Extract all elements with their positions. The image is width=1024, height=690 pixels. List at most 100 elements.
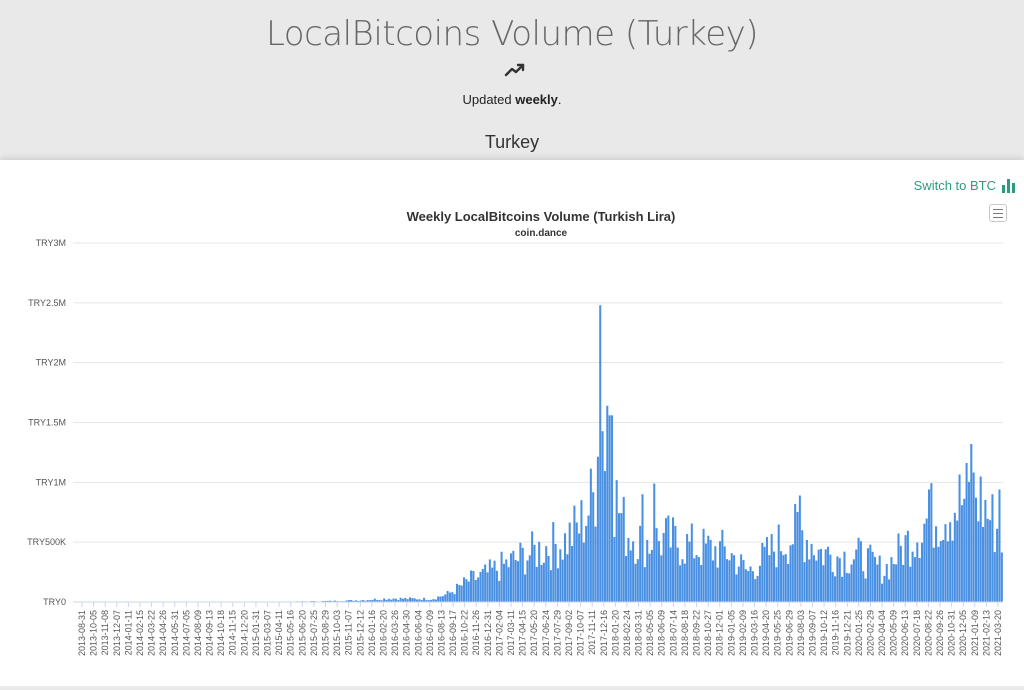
page-header: LocalBitcoins Volume (Turkey) Updated we… <box>0 0 1024 160</box>
volume-bar <box>873 556 877 602</box>
x-tick-label: 2018-12-01 <box>715 610 725 656</box>
volume-bar <box>822 565 825 602</box>
x-tick-label: 2014-01-11 <box>123 610 133 655</box>
volume-bar <box>831 572 834 602</box>
update-frequency: Updated weekly. <box>0 92 1024 107</box>
volume-bar <box>662 532 665 602</box>
x-tick-label: 2014-09-13 <box>205 610 215 656</box>
volume-bar <box>603 471 606 602</box>
volume-bar <box>524 574 527 602</box>
volume-bar <box>571 546 574 602</box>
volume-bar <box>982 526 985 602</box>
volume-bar <box>622 496 625 602</box>
volume-bar <box>674 525 677 602</box>
volume-bar <box>801 530 804 602</box>
volume-bar <box>627 537 630 602</box>
volume-bar <box>986 518 989 602</box>
volume-bar <box>716 567 719 602</box>
volume-bar <box>329 600 332 602</box>
volume-bar <box>554 544 557 602</box>
x-tick-label: 2019-10-12 <box>819 610 829 656</box>
volume-bar <box>606 405 609 602</box>
volume-bar <box>488 559 491 602</box>
volume-bar <box>540 564 543 602</box>
volume-bar <box>904 535 907 602</box>
x-tick-label: 2018-03-31 <box>634 610 644 656</box>
x-tick-label: 2014-03-22 <box>147 610 157 656</box>
volume-bar <box>763 546 766 602</box>
volume-bar <box>709 539 712 602</box>
volume-bar <box>721 529 724 602</box>
volume-chart: Weekly LocalBitcoins Volume (Turkish Lir… <box>27 209 1003 656</box>
volume-bar <box>977 521 980 602</box>
volume-bar <box>538 541 541 602</box>
x-tick-label: 2019-12-21 <box>842 610 852 656</box>
volume-bar <box>747 571 750 602</box>
volume-bar <box>991 494 994 602</box>
volume-bar <box>486 572 489 602</box>
x-tick-label: 2014-11-15 <box>228 610 238 655</box>
volume-bar <box>744 569 747 602</box>
volume-bar <box>519 542 522 602</box>
volume-bar <box>399 597 402 602</box>
volume-bar <box>599 305 602 602</box>
y-tick-label: TRY2M <box>36 358 66 368</box>
volume-bar <box>815 560 818 602</box>
volume-bar <box>418 599 421 602</box>
volume-bar <box>345 600 348 602</box>
volume-bar <box>481 569 484 602</box>
x-tick-label: 2015-01-31 <box>251 610 261 656</box>
x-tick-label: 2019-01-05 <box>726 610 736 656</box>
x-tick-label: 2020-09-26 <box>935 610 945 656</box>
x-tick-label: 2020-04-04 <box>877 610 887 656</box>
volume-bar <box>380 600 383 602</box>
volume-bar <box>829 554 832 602</box>
volume-bar <box>951 540 954 602</box>
volume-bar <box>707 535 710 602</box>
volume-bar <box>460 585 463 602</box>
x-tick-label: 2015-06-20 <box>297 610 307 656</box>
x-tick-label: 2020-07-18 <box>912 610 922 656</box>
volume-bar <box>556 568 559 602</box>
volume-bar <box>618 513 621 602</box>
volume-bar <box>700 564 703 602</box>
volume-bar <box>589 468 592 602</box>
switch-to-btc-link[interactable]: Switch to BTC <box>914 178 1016 193</box>
volume-bar <box>942 540 945 602</box>
volume-bar <box>794 503 797 602</box>
volume-bar <box>394 598 397 602</box>
volume-bar <box>526 560 529 602</box>
volume-bar <box>935 526 938 602</box>
volume-bar <box>542 562 545 602</box>
x-tick-label: 2014-04-26 <box>158 610 168 656</box>
x-tick-label: 2018-01-20 <box>610 610 620 656</box>
volume-bar <box>979 476 982 602</box>
volume-bar <box>845 572 848 602</box>
volume-bar <box>620 513 623 602</box>
volume-bar <box>897 533 900 602</box>
x-tick-label: 2017-12-16 <box>599 610 609 656</box>
volume-bar <box>347 600 350 602</box>
volume-bar <box>632 541 635 602</box>
page-title: LocalBitcoins Volume (Turkey) <box>265 14 759 54</box>
x-tick-label: 2015-08-29 <box>320 610 330 656</box>
volume-bar <box>923 523 926 602</box>
bar-chart-icon <box>1002 178 1015 193</box>
x-tick-label: 2019-08-03 <box>796 610 806 656</box>
switch-label: Switch to BTC <box>913 178 996 193</box>
volume-bar <box>918 557 921 602</box>
volume-bar <box>585 525 588 602</box>
volume-bar <box>906 530 909 602</box>
volume-bar <box>888 579 891 602</box>
volume-bar <box>812 555 815 602</box>
volume-bar <box>857 537 860 602</box>
volume-bar <box>784 554 787 602</box>
volume-bar <box>768 555 771 602</box>
x-tick-label: 2019-06-29 <box>784 610 794 656</box>
hamburger-menu-icon[interactable] <box>989 204 1007 222</box>
volume-bar <box>733 555 736 602</box>
volume-bar <box>956 520 959 602</box>
volume-bar <box>949 522 952 602</box>
volume-bar <box>780 551 783 602</box>
volume-bar <box>946 541 949 602</box>
